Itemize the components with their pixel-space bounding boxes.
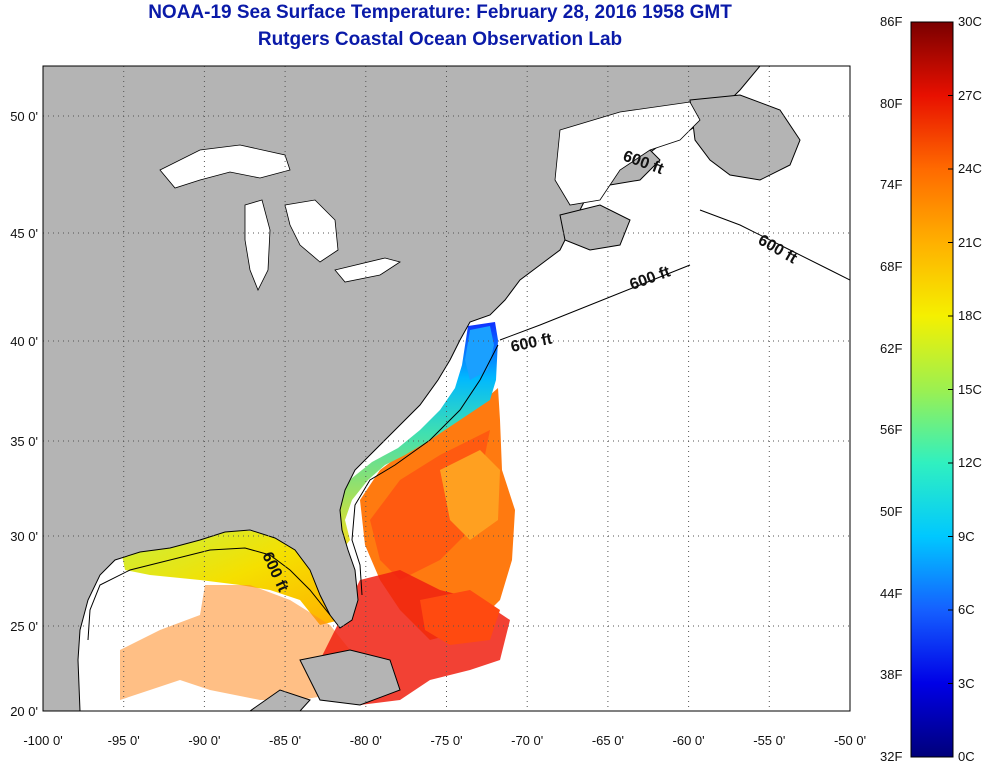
cuba	[299, 649, 401, 706]
great-lakes	[159, 144, 401, 291]
lake-superior	[159, 144, 291, 189]
sst-data-layer	[120, 288, 515, 705]
lon-tick-label: -100 0'	[23, 733, 62, 748]
colorbar-f-label: 68F	[880, 259, 903, 274]
lat-tick-label: 40 0'	[10, 334, 38, 349]
lon-tick-label: -85 0'	[269, 733, 301, 748]
lon-tick-label: -95 0'	[108, 733, 140, 748]
colorbar-c-label: 21C	[958, 234, 982, 250]
lon-tick-label: -80 0'	[350, 733, 382, 748]
colorbar-f-label: 86F	[880, 14, 903, 29]
lat-tick-label: 25 0'	[10, 619, 38, 634]
coastal-cool-band	[338, 322, 498, 545]
newfoundland	[689, 94, 801, 181]
colorbar-f-label: 74F	[880, 177, 903, 193]
gulf-of-st-lawrence	[554, 101, 701, 206]
colorbar-c-label: 9C	[958, 528, 975, 544]
colorbar-c-label: 30C	[958, 14, 982, 29]
lat-tick-label: 20 0'	[10, 704, 38, 719]
colorbar-f-label: 44F	[880, 585, 903, 601]
gulf-shelf-water	[120, 530, 340, 625]
colorbar-c-label: 0C	[958, 749, 975, 764]
lat-tick-label: 30 0'	[10, 529, 38, 544]
colorbar-c-label: 24C	[958, 161, 982, 176]
colorbar-c-label: 15C	[958, 381, 982, 397]
latitude-labels: 50 0' 45 0' 40 0' 35 0' 30 0' 25 0' 20 0'	[10, 109, 38, 719]
lon-tick-label: -70 0'	[511, 733, 543, 748]
colorbar-f-label: 32F	[880, 749, 903, 764]
lon-tick-label: -75 0'	[430, 733, 462, 748]
colorbar	[910, 21, 954, 758]
offshore-warm-patch	[440, 450, 500, 540]
map-title: NOAA-19 Sea Surface Temperature: Februar…	[148, 2, 732, 23]
lon-tick-label: -55 0'	[753, 733, 785, 748]
isobath-atlantic-shelf	[351, 344, 499, 596]
isobath-gulf-of-maine	[499, 264, 691, 341]
isobath-grand-banks	[699, 209, 850, 281]
gulf-deep-water-patchy	[120, 585, 360, 700]
lake-erie	[334, 257, 401, 283]
lat-tick-label: 35 0'	[10, 434, 38, 449]
lon-tick-label: -90 0'	[188, 733, 220, 748]
colorbar-c-label: 18C	[958, 308, 982, 323]
map-border	[42, 65, 851, 712]
isobath-600ft	[87, 209, 850, 641]
longitude-labels: -100 0' -95 0' -90 0' -85 0' -80 0' -75 0' -70…	[23, 733, 866, 748]
colorbar-f-label: 50F	[880, 504, 903, 519]
colorbar-f-label: 56F	[880, 422, 903, 438]
lon-tick-label: -65 0'	[592, 733, 624, 748]
colorbar-c-label: 27C	[958, 87, 982, 103]
colorbar-c-label: 3C	[958, 675, 975, 691]
lake-huron	[284, 199, 339, 263]
colorbar-f-label: 80F	[880, 95, 903, 111]
colorbar-c-label: 6C	[958, 602, 975, 617]
colorbar-f-label: 38F	[880, 667, 903, 683]
map-subtitle: Rutgers Coastal Ocean Observation Lab	[257, 29, 623, 50]
lat-tick-label: 45 0'	[10, 226, 38, 241]
lon-tick-label: -60 0'	[673, 733, 705, 748]
nova-scotia	[559, 204, 631, 251]
bahamas-warm-patch	[420, 590, 500, 645]
lat-tick-label: 50 0'	[10, 109, 38, 124]
lon-tick-label: -50 0'	[834, 733, 866, 748]
colorbar-ticks	[948, 21, 953, 758]
yucatan	[249, 689, 311, 711]
isobath-gulf-of-mexico	[87, 547, 331, 641]
colorbar-c-label: 12C	[958, 455, 982, 470]
colorbar-f-label: 62F	[880, 340, 903, 356]
lake-michigan	[244, 199, 271, 291]
